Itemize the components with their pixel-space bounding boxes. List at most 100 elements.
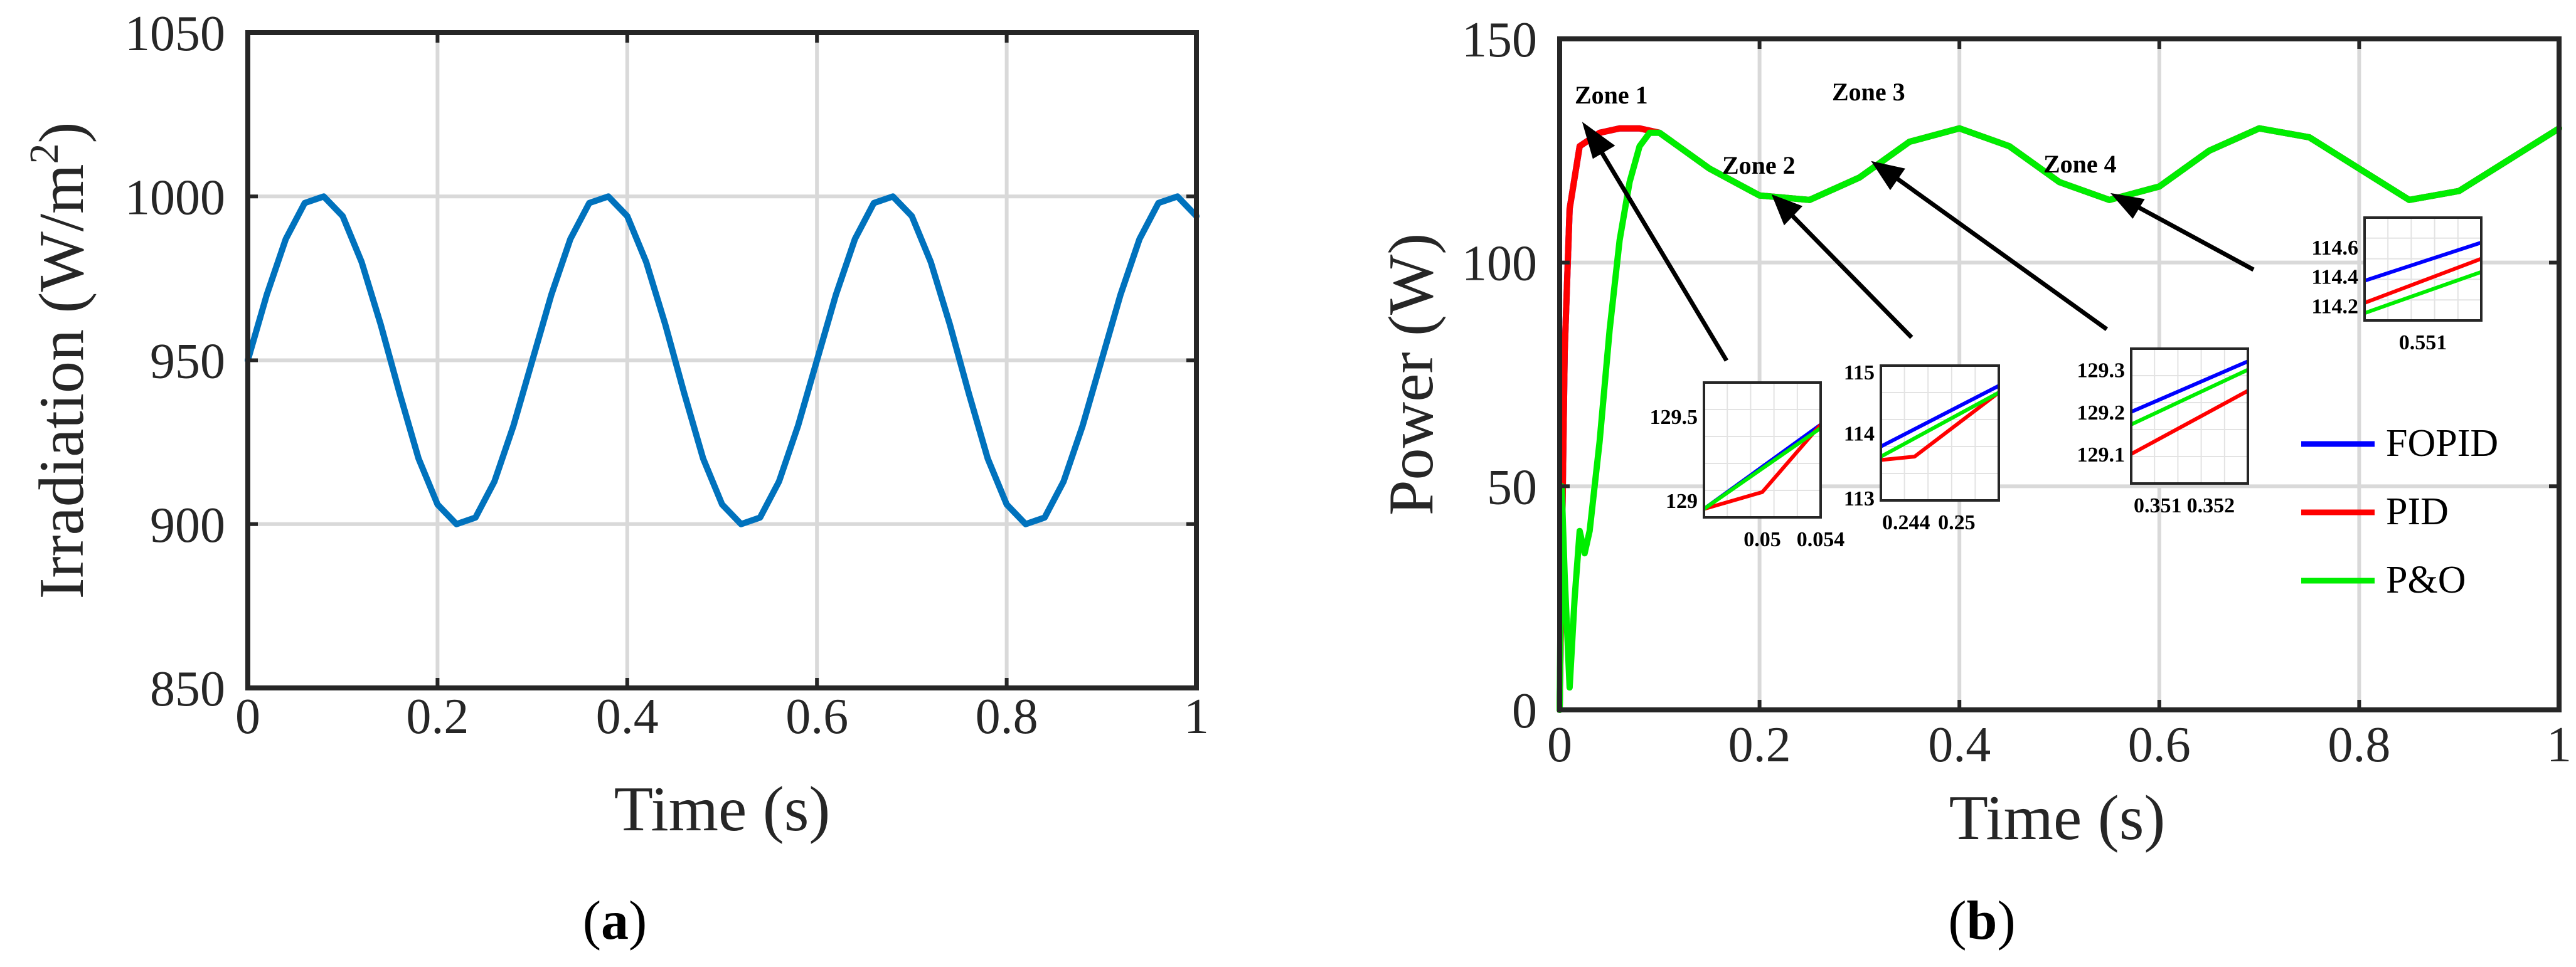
panel-b-xlabel: Time (s) (1949, 783, 2166, 853)
zone-2-arrow (1788, 211, 1913, 339)
x-tick-label: 0.4 (1928, 717, 1991, 773)
inset-background (1881, 366, 1999, 500)
x-tick-label: 0.2 (1728, 717, 1791, 773)
inset-y-tick-label: 114 (1844, 423, 1875, 446)
inset-series-line (2364, 240, 2482, 283)
x-tick-label: 0 (1547, 717, 1572, 773)
y-tick-label: 150 (1462, 13, 1537, 68)
y-tick-label: 50 (1487, 460, 1537, 515)
series-line-po (1557, 125, 2562, 713)
y-tick-label: 1050 (125, 6, 225, 61)
x-tick-label: 0.8 (976, 689, 1038, 744)
panel-b-caption: (b) (1948, 890, 2016, 951)
x-tick-label: 0.8 (2328, 717, 2390, 773)
panel-b-ticks (1558, 37, 2561, 712)
panel-a-caption: (a) (583, 890, 647, 951)
inset-series-line (1703, 426, 1822, 511)
inset-background (2365, 218, 2481, 320)
zone-3-arrowhead (1871, 161, 1905, 191)
panel-a-ticks (246, 31, 1198, 690)
panel-a-ylabel-main: Irradiation (W/m (26, 164, 97, 600)
inset-y-tick-label: 114.6 (2311, 236, 2358, 260)
inset-series-line (1880, 391, 2000, 458)
zone-4-arrow (2133, 203, 2255, 272)
inset-4: 0.551 114.6 114.4 114.2 (2311, 216, 2483, 354)
zone-1-arrowhead (1582, 122, 1615, 159)
inset-axes-box (1880, 364, 2000, 502)
inset-series-line (1703, 423, 1823, 511)
panel-a: 0 0.2 0.4 0.6 0.8 1 850 900 950 1000 1050 Time (s)… (21, 6, 1209, 951)
legend-label-po: P&O (2386, 559, 2466, 601)
inset-axes-box (1703, 381, 1822, 519)
panel-b-grid (1560, 39, 2559, 710)
inset-2: 0.244 0.25 115 114 113 (1844, 361, 2000, 534)
y-tick-label: 100 (1462, 236, 1537, 292)
inset-series-line (2130, 359, 2249, 414)
panel-a-ylabel-close: ) (26, 122, 97, 144)
panel-a-xlabel: Time (s) (614, 774, 831, 845)
inset-y-tick-label: 129.5 (1650, 406, 1698, 429)
y-tick-label: 900 (150, 498, 225, 553)
inset-1: 0.05 0.054 129.5 129 (1650, 381, 1845, 551)
x-tick-label: 0 (235, 689, 260, 744)
inset-x-tick-label: 0.352 (2187, 494, 2235, 517)
zone-3-label: Zone 3 (1832, 78, 1905, 106)
zone-2-arrowhead (1771, 194, 1803, 226)
inset-x-tick-label: 0.05 (1743, 528, 1781, 551)
inset-y-tick-label: 129.2 (2077, 401, 2126, 425)
inset-y-tick-label: 129.3 (2077, 359, 2126, 383)
legend: FOPID PID P&O (2301, 422, 2498, 601)
inset-axes-box (2363, 216, 2483, 322)
panel-a-ylabel: Irradiation (W/m2) (21, 122, 97, 600)
inset-y-tick-label: 113 (1844, 487, 1875, 510)
panel-b-caption-letter: b (1967, 890, 1998, 951)
inset-x-tick-label: 0.551 (2399, 331, 2447, 354)
panel-b-tick-labels: 0 0.2 0.4 0.6 0.8 1 0 50 100 150 (1462, 13, 2572, 773)
y-tick-label: 1000 (125, 170, 225, 225)
panel-a-tick-labels: 0 0.2 0.4 0.6 0.8 1 850 900 950 1000 1050 (125, 6, 1209, 744)
inset-x-tick-label: 0.244 (1882, 511, 1930, 534)
zone-2-label: Zone 2 (1722, 151, 1796, 179)
zone-1-label: Zone 1 (1575, 81, 1648, 109)
panel-b-series (1557, 125, 2562, 713)
panel-a-grid (248, 33, 1196, 688)
zone-1-arrow (1597, 148, 1729, 362)
inset-series-line (2130, 389, 2249, 456)
x-tick-label: 0.6 (785, 689, 848, 744)
y-tick-label: 950 (150, 334, 225, 389)
zone-4-label: Zone 4 (2043, 150, 2117, 178)
inset-series-line (1880, 384, 2000, 448)
inset-3: 0.351 0.352 129.3 129.2 129.1 (2077, 347, 2249, 517)
zone-3-arrow (1893, 175, 2109, 331)
panel-b: 0 0.2 0.4 0.6 0.8 1 0 50 100 150 Time (s) Power (… (1376, 13, 2572, 951)
x-tick-label: 0.4 (596, 689, 659, 744)
inset-x-tick-label: 0.25 (1938, 511, 1976, 534)
insets: 0.05 0.054 129.5 129 0.244 0.25 115 114 113 0.351… (1650, 216, 2483, 551)
zone-arrows (1582, 122, 2255, 362)
inset-y-tick-label: 129 (1666, 490, 1698, 513)
y-tick-label: 0 (1512, 684, 1537, 739)
x-tick-label: 1 (1184, 689, 1209, 744)
panel-a-series (245, 193, 1200, 527)
inset-series-line (2130, 367, 2249, 426)
inset-series-line (2364, 270, 2482, 315)
series-line (245, 193, 1200, 527)
inset-y-tick-label: 129.1 (2077, 443, 2126, 467)
inset-x-tick-label: 0.351 (2134, 494, 2182, 517)
panel-b-axes-box (1557, 36, 2562, 712)
inset-axes-box (2130, 347, 2249, 485)
y-tick-label: 850 (150, 662, 225, 717)
x-tick-label: 0.2 (406, 689, 469, 744)
inset-y-tick-label: 115 (1844, 361, 1875, 384)
inset-y-tick-label: 114.4 (2311, 266, 2358, 289)
legend-label-fopid: FOPID (2386, 422, 2498, 465)
inset-series-line (1880, 391, 2000, 462)
panel-a-ylabel-sup: 2 (21, 144, 67, 164)
panel-a-caption-letter: a (601, 890, 629, 951)
inset-y-tick-label: 114.2 (2311, 295, 2358, 319)
inset-series-line (2363, 256, 2483, 305)
legend-label-pid: PID (2386, 490, 2449, 533)
inset-x-tick-label: 0.054 (1797, 528, 1845, 551)
x-tick-label: 0.6 (2128, 717, 2191, 773)
